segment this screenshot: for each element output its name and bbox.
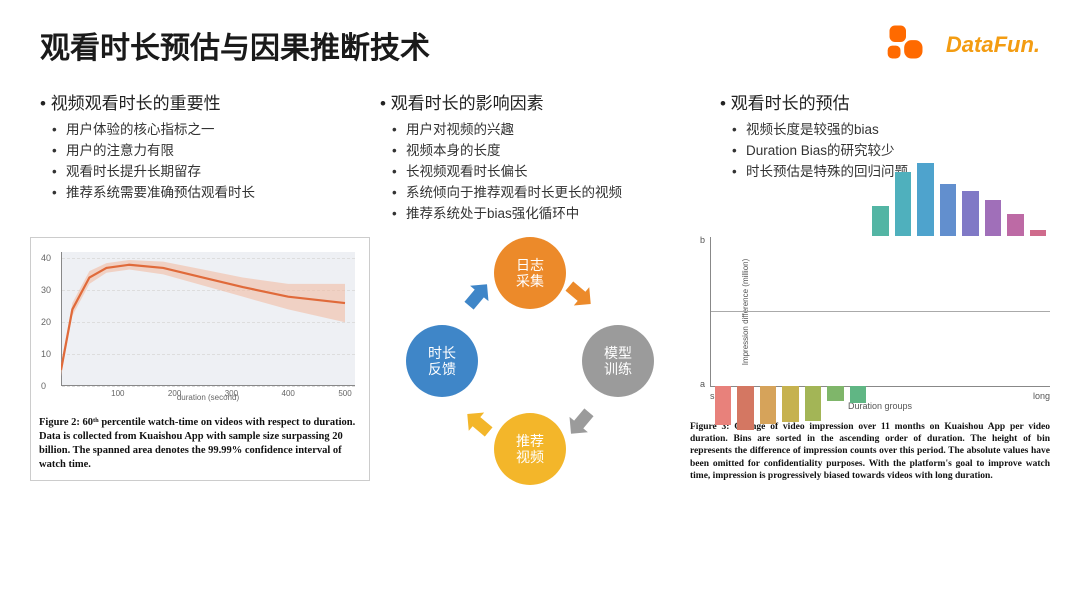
bar-chart-panel: Impression difference (million) b a shor… bbox=[690, 237, 1050, 483]
line-chart-panel: watch-time (second) duration (second) 01… bbox=[30, 237, 370, 482]
x-right-label: long bbox=[1033, 391, 1050, 401]
bullet: 用户的注意力有限 bbox=[66, 141, 360, 162]
cycle-arrow-icon bbox=[562, 276, 599, 312]
cycle-node: 时长反馈 bbox=[406, 325, 478, 397]
bullet: 推荐系统处于bias强化循环中 bbox=[406, 204, 700, 225]
xtick: 400 bbox=[282, 389, 295, 398]
line-chart-svg bbox=[61, 252, 355, 386]
ytick-a: a bbox=[700, 379, 705, 389]
ytick: 10 bbox=[41, 349, 51, 359]
logo-group: DataFun. bbox=[884, 20, 1040, 69]
figure3-caption: Figure 3: Change of video impression ove… bbox=[690, 421, 1050, 483]
col-list: 用户体验的核心指标之一 用户的注意力有限 观看时长提升长期留存 推荐系统需要准确… bbox=[40, 120, 360, 204]
bullet: 视频本身的长度 bbox=[406, 141, 700, 162]
bullet: 用户体验的核心指标之一 bbox=[66, 120, 360, 141]
line-chart: watch-time (second) duration (second) 01… bbox=[39, 246, 361, 406]
cycle-node: 推荐视频 bbox=[494, 413, 566, 485]
cycle-node: 模型训练 bbox=[582, 325, 654, 397]
bullet: 视频长度是较强的bias bbox=[746, 120, 1040, 141]
cycle-arrow-icon bbox=[562, 404, 598, 441]
cycle-node: 日志采集 bbox=[494, 237, 566, 309]
ytick: 0 bbox=[41, 381, 46, 391]
xtick: 500 bbox=[338, 389, 351, 398]
cycle-arrow-icon bbox=[460, 404, 497, 440]
ytick-b: b bbox=[700, 235, 705, 245]
figure2-caption: Figure 2: 60ᵗʰ percentile watch-time on … bbox=[39, 416, 361, 473]
cycle-diagram: 日志采集模型训练推荐视频时长反馈 bbox=[400, 237, 660, 497]
datafun-logo: DataFun. bbox=[946, 32, 1040, 58]
x-axis-label: duration (second) bbox=[61, 393, 355, 402]
xtick: 100 bbox=[111, 389, 124, 398]
bullet: 用户对视频的兴趣 bbox=[406, 120, 700, 141]
bullet: 系统倾向于推荐观看时长更长的视频 bbox=[406, 183, 700, 204]
col-list: 视频长度是较强的bias Duration Bias的研究较少 时长预估是特殊的… bbox=[720, 120, 1040, 183]
bullet: 观看时长提升长期留存 bbox=[66, 162, 360, 183]
bullet: Duration Bias的研究较少 bbox=[746, 141, 1040, 162]
col-list: 用户对视频的兴趣 视频本身的长度 长视频观看时长偏长 系统倾向于推荐观看时长更长… bbox=[380, 120, 700, 225]
xtick: 200 bbox=[168, 389, 181, 398]
cycle-diagram-wrap: 日志采集模型训练推荐视频时长反馈 bbox=[380, 237, 680, 497]
bar-chart bbox=[710, 237, 1050, 387]
cycle-arrow-icon bbox=[460, 276, 496, 313]
col-heading: 观看时长的预估 bbox=[720, 89, 1040, 114]
col-heading: 观看时长的影响因素 bbox=[380, 89, 700, 114]
ytick: 20 bbox=[41, 317, 51, 327]
col-heading: 视频观看时长的重要性 bbox=[40, 89, 360, 114]
ytick: 30 bbox=[41, 285, 51, 295]
ytick: 40 bbox=[41, 253, 51, 263]
page-title: 观看时长预估与因果推断技术 bbox=[40, 23, 884, 67]
kuaishou-logo-icon bbox=[884, 20, 928, 69]
bullet: 推荐系统需要准确预估观看时长 bbox=[66, 183, 360, 204]
xtick: 300 bbox=[225, 389, 238, 398]
bullet: 长视频观看时长偏长 bbox=[406, 162, 700, 183]
bullet: 时长预估是特殊的回归问题 bbox=[746, 162, 1040, 183]
